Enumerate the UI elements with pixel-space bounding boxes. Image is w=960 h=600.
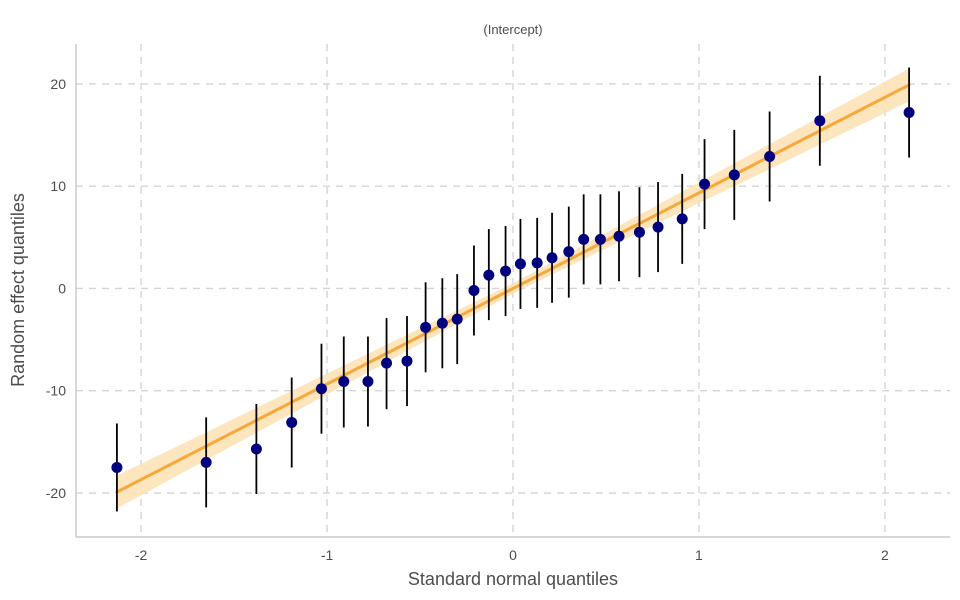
data-point — [315, 383, 327, 395]
data-point — [362, 376, 374, 388]
data-points — [111, 107, 915, 473]
data-point — [594, 233, 606, 245]
fit-line-segment — [115, 83, 911, 494]
data-point — [633, 226, 645, 238]
data-point — [728, 169, 740, 181]
data-point — [676, 213, 688, 225]
data-point — [613, 230, 625, 242]
x-tick-label: -1 — [321, 547, 334, 563]
data-point — [903, 107, 915, 119]
x-axis-title: Standard normal quantiles — [408, 569, 618, 589]
facet-title: (Intercept) — [483, 22, 542, 37]
data-point — [563, 246, 575, 258]
x-tick-label: 1 — [695, 547, 703, 563]
x-tick-label: 0 — [509, 547, 517, 563]
y-axis-title: Random effect quantiles — [8, 193, 28, 387]
y-tick-label: 0 — [58, 280, 66, 296]
y-tick-label: -10 — [46, 383, 66, 399]
data-point — [652, 221, 664, 233]
data-point — [420, 321, 432, 333]
data-point — [483, 269, 495, 281]
x-tick-labels: -2 -1 0 1 2 — [135, 547, 889, 563]
y-tick-label: 20 — [50, 76, 66, 92]
data-point — [200, 456, 212, 468]
data-point — [286, 416, 298, 428]
data-point — [764, 151, 776, 163]
data-point — [451, 313, 463, 325]
data-point — [500, 265, 512, 277]
data-point — [546, 252, 558, 264]
axes — [75, 44, 950, 538]
data-point — [814, 115, 826, 127]
data-point — [338, 376, 350, 388]
data-point — [250, 443, 262, 455]
x-tick-label: 2 — [881, 547, 889, 563]
data-point — [436, 317, 448, 329]
data-point — [514, 258, 526, 270]
data-point — [699, 178, 711, 190]
x-tick-label: -2 — [135, 547, 148, 563]
y-tick-labels: -20 -10 0 10 20 — [46, 76, 66, 501]
data-point — [468, 285, 480, 296]
data-point — [111, 461, 123, 473]
data-point — [531, 257, 543, 269]
y-tick-label: 10 — [50, 178, 66, 194]
fit-line — [115, 83, 911, 494]
grid-lines — [76, 44, 950, 537]
data-point — [578, 233, 590, 245]
data-point — [381, 357, 393, 369]
y-tick-label: -20 — [46, 485, 66, 501]
data-point — [401, 355, 413, 367]
